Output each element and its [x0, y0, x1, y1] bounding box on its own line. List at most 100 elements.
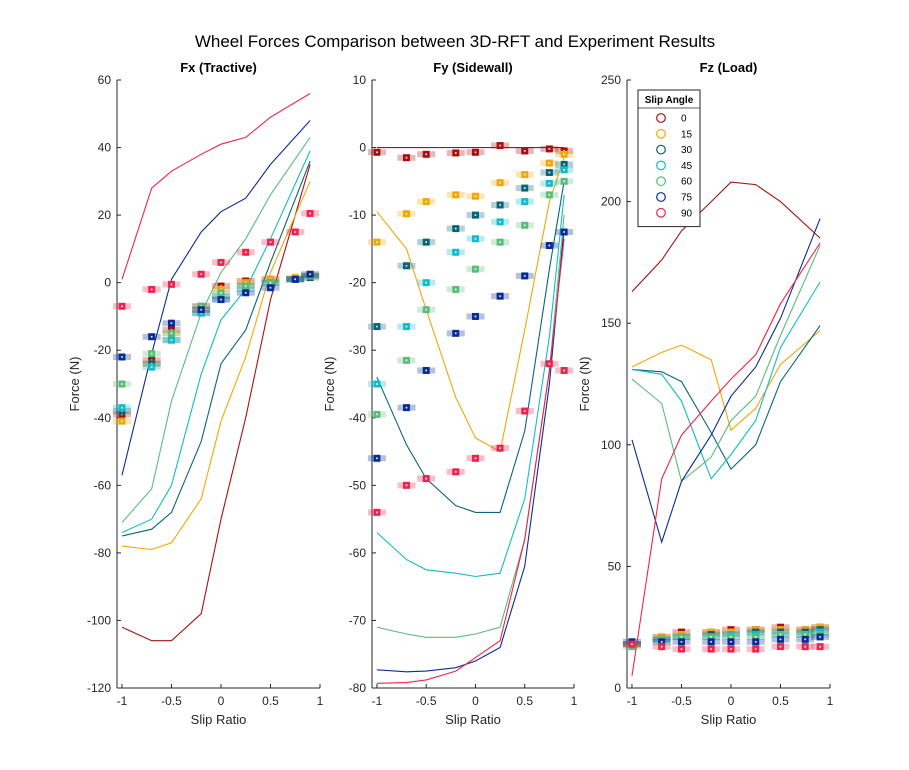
data-point-center — [804, 645, 807, 648]
data-point-center — [548, 362, 551, 365]
y-tick-label: -30 — [349, 343, 367, 357]
series-line-75 — [121, 120, 311, 476]
data-point-center — [405, 325, 408, 328]
data-point-center — [454, 288, 457, 291]
data-point-center — [680, 640, 683, 643]
data-point-center — [804, 633, 807, 636]
data-point-center — [499, 204, 501, 206]
series-line-75 — [376, 228, 565, 673]
data-point-center — [499, 181, 501, 184]
y-tick-label: -80 — [94, 546, 112, 560]
data-point-center — [499, 241, 501, 243]
y-tick-label: -100 — [87, 613, 111, 627]
data-point-center — [121, 305, 123, 308]
data-point-center — [405, 156, 408, 159]
x-tick-label: 0.5 — [262, 694, 279, 708]
data-point-center — [294, 231, 297, 233]
data-point-center — [474, 214, 477, 216]
data-point-center — [425, 241, 427, 243]
data-point-center — [150, 366, 153, 368]
y-tick-label: 0 — [104, 276, 111, 290]
data-point-center — [660, 645, 663, 648]
y-tick-label: -80 — [349, 681, 367, 695]
x-tick-label: -0.5 — [161, 694, 182, 708]
data-point-center — [523, 275, 526, 277]
panel-2: -80 -70 -60 -50 -40 -30 -20 -10 0 10 -1 -0.5 0 0.5 1 Fy… — [322, 60, 578, 727]
x-tick-label: -0.5 — [671, 694, 692, 708]
data-point-center — [548, 244, 551, 247]
x-tick-label: 0.5 — [516, 694, 533, 708]
series-line-0 — [121, 164, 311, 642]
data-point-center — [150, 288, 153, 291]
data-point-center — [376, 325, 378, 328]
data-point-center — [269, 241, 272, 243]
data-point-center — [200, 308, 202, 311]
series-line-15 — [121, 181, 311, 551]
data-point-center — [454, 227, 457, 230]
y-tick-label: -50 — [349, 478, 367, 492]
x-tick-label: -1 — [372, 694, 383, 708]
data-point-center — [548, 162, 551, 164]
y-tick-label: 40 — [98, 141, 112, 155]
panel-title: Fy (Sidewall) — [433, 60, 512, 75]
data-point-center — [819, 636, 821, 638]
data-point-center — [680, 636, 683, 638]
data-point-center — [376, 511, 378, 514]
y-tick-label: -40 — [349, 411, 367, 425]
series-line-60 — [631, 245, 821, 483]
data-point-center — [269, 286, 272, 289]
data-point-center — [405, 484, 408, 487]
legend-marker-0 — [656, 113, 666, 123]
x-axis-label: Slip Ratio — [191, 712, 247, 727]
legend-marker-30 — [656, 144, 666, 155]
data-point-center — [710, 648, 712, 650]
data-point-center — [730, 640, 732, 643]
data-point-center — [220, 261, 222, 264]
x-tick-label: -0.5 — [416, 694, 437, 708]
series-line-75 — [631, 218, 821, 544]
data-point-center — [499, 221, 501, 223]
data-point-center — [425, 308, 427, 311]
data-point-center — [454, 471, 457, 473]
data-point-center — [563, 369, 565, 372]
y-tick-label: -120 — [87, 681, 111, 695]
panel-1: -120 -100 -80 -60 -40 -20 0 20 40 60 -1 -0.5 0 0.5 1 Fx… — [67, 60, 324, 727]
data-point-center — [474, 268, 477, 270]
data-point-center — [523, 410, 526, 412]
data-point-center — [563, 169, 565, 171]
data-point-center — [548, 171, 551, 174]
series-line-60 — [121, 137, 311, 523]
x-tick-label: -1 — [117, 694, 128, 708]
x-tick-label: 1 — [827, 694, 834, 708]
panel-title: Fz (Load) — [700, 60, 758, 75]
panel-title: Fx (Tractive) — [180, 60, 257, 75]
data-point-center — [121, 356, 123, 358]
series-line-15 — [376, 157, 565, 453]
data-point-center — [376, 457, 378, 460]
legend-marker-75 — [656, 192, 666, 202]
legend-marker-60 — [656, 176, 666, 187]
y-tick-label: 150 — [601, 316, 621, 330]
data-point-center — [804, 638, 807, 641]
y-tick-label: 200 — [601, 195, 621, 209]
y-tick-label: 0 — [614, 681, 621, 695]
data-point-center — [405, 264, 408, 267]
data-point-center — [819, 645, 821, 648]
data-point-center — [523, 224, 526, 227]
series-line-30 — [631, 325, 821, 471]
data-point-center — [754, 648, 757, 650]
data-point-center — [499, 144, 501, 147]
y-tick-label: 0 — [359, 141, 366, 155]
legend-label-30: 30 — [681, 145, 693, 156]
series-line-45 — [631, 281, 821, 480]
y-tick-label: -20 — [349, 276, 367, 290]
series-line-45 — [121, 150, 311, 534]
legend-label-75: 75 — [681, 193, 693, 204]
data-point-center — [499, 295, 501, 297]
data-point-center — [425, 477, 427, 480]
data-point-center — [548, 148, 551, 150]
data-point-center — [425, 200, 427, 203]
data-point-center — [170, 322, 173, 324]
